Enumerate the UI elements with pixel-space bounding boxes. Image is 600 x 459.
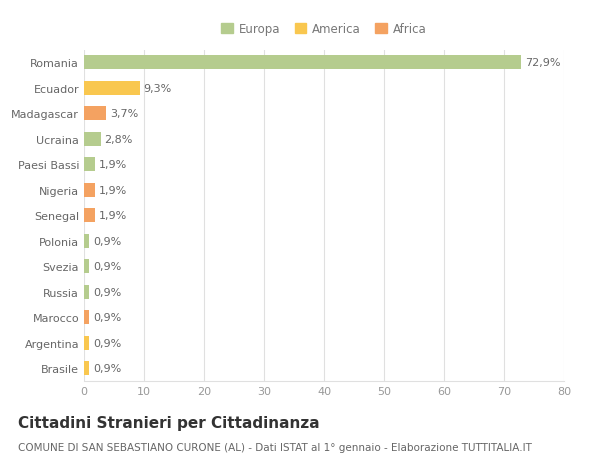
Text: 0,9%: 0,9% bbox=[93, 236, 121, 246]
Bar bbox=[84, 310, 89, 325]
Legend: Europa, America, Africa: Europa, America, Africa bbox=[219, 20, 429, 38]
Bar bbox=[84, 107, 106, 121]
Bar bbox=[84, 361, 89, 375]
Bar bbox=[84, 158, 95, 172]
Bar bbox=[84, 56, 521, 70]
Bar bbox=[84, 133, 101, 146]
Bar bbox=[84, 336, 89, 350]
Bar bbox=[84, 183, 95, 197]
Text: 2,8%: 2,8% bbox=[104, 134, 133, 145]
Text: 1,9%: 1,9% bbox=[99, 160, 127, 170]
Text: 0,9%: 0,9% bbox=[93, 363, 121, 373]
Bar bbox=[84, 82, 140, 95]
Bar bbox=[84, 209, 95, 223]
Bar bbox=[84, 260, 89, 274]
Text: 1,9%: 1,9% bbox=[99, 185, 127, 195]
Text: 1,9%: 1,9% bbox=[99, 211, 127, 221]
Text: 0,9%: 0,9% bbox=[93, 287, 121, 297]
Text: 72,9%: 72,9% bbox=[525, 58, 560, 68]
Text: 0,9%: 0,9% bbox=[93, 338, 121, 348]
Text: COMUNE DI SAN SEBASTIANO CURONE (AL) - Dati ISTAT al 1° gennaio - Elaborazione T: COMUNE DI SAN SEBASTIANO CURONE (AL) - D… bbox=[18, 442, 532, 452]
Text: 0,9%: 0,9% bbox=[93, 313, 121, 322]
Bar bbox=[84, 234, 89, 248]
Text: 9,3%: 9,3% bbox=[143, 84, 172, 94]
Bar bbox=[84, 285, 89, 299]
Text: 3,7%: 3,7% bbox=[110, 109, 138, 119]
Text: 0,9%: 0,9% bbox=[93, 262, 121, 272]
Text: Cittadini Stranieri per Cittadinanza: Cittadini Stranieri per Cittadinanza bbox=[18, 415, 320, 431]
